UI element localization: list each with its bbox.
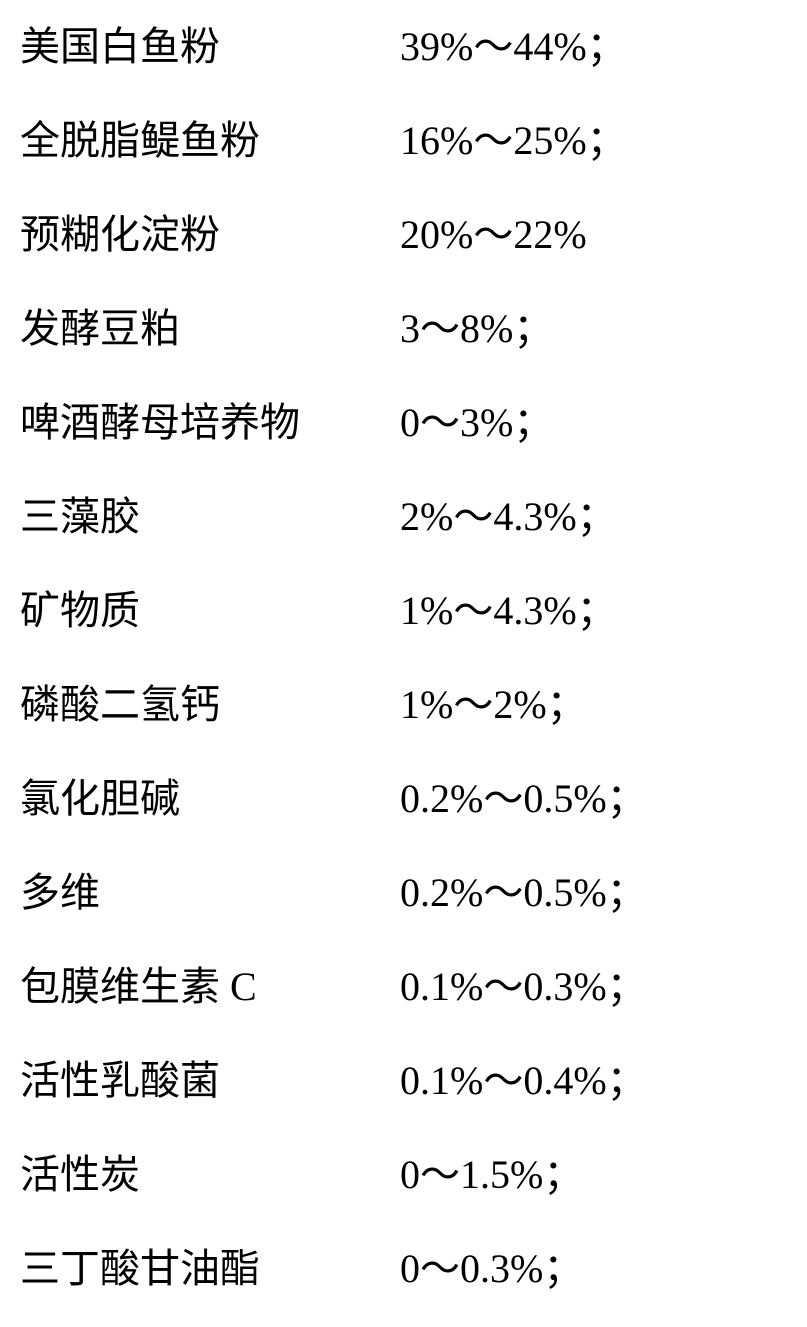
ingredient-value: 1%～4.3%； — [400, 591, 617, 631]
table-row: 预糊化淀粉 20%～22% — [20, 188, 790, 282]
ingredient-value: 39%～44%； — [400, 27, 627, 67]
ingredient-value: 0～3%； — [400, 403, 553, 443]
ingredient-label: 啤酒酵母培养物 — [20, 403, 300, 443]
table-row: 包膜维生素 C 0.1%～0.3%； — [20, 940, 790, 1034]
ingredient-value: 0.1%～0.3%； — [400, 967, 647, 1007]
ingredient-value: 2%～4.3%； — [400, 497, 617, 537]
table-row: 活性炭 0～1.5%； — [20, 1128, 790, 1222]
table-row: 多维 0.2%～0.5%； — [20, 846, 790, 940]
ingredient-label: 发酵豆粕 — [20, 309, 180, 349]
ingredient-label: 全脱脂鳀鱼粉 — [20, 121, 260, 161]
table-row: 发酵豆粕 3～8%； — [20, 282, 790, 376]
table-row: 三丁酸甘油酯 0～0.3%； — [20, 1222, 790, 1316]
ingredient-value: 16%～25%； — [400, 121, 627, 161]
table-row: 氯化胆碱 0.2%～0.5%； — [20, 752, 790, 846]
ingredient-value: 0.1%～0.4%； — [400, 1061, 647, 1101]
ingredient-value: 0.2%～0.5%； — [400, 779, 647, 819]
ingredient-label: 三丁酸甘油酯 — [20, 1249, 260, 1289]
ingredient-label: 多维 — [20, 873, 100, 913]
ingredient-value: 3～8%； — [400, 309, 553, 349]
table-row: 美国白鱼粉 39%～44%； — [20, 0, 790, 94]
ingredient-label: 矿物质 — [20, 591, 140, 631]
table-row: 磷酸二氢钙 1%～2%； — [20, 658, 790, 752]
ingredient-value: 0.2%～0.5%； — [400, 873, 647, 913]
table-row: 全脱脂鳀鱼粉 16%～25%； — [20, 94, 790, 188]
ingredient-value: 0～0.3%； — [400, 1249, 583, 1289]
ingredient-label: 三藻胶 — [20, 497, 140, 537]
ingredient-value: 1%～2%； — [400, 685, 587, 725]
ingredient-label: 美国白鱼粉 — [20, 27, 220, 67]
ingredient-list: 美国白鱼粉 39%～44%； 全脱脂鳀鱼粉 16%～25%； 预糊化淀粉 20%… — [0, 0, 807, 1327]
table-row: 三藻胶 2%～4.3%； — [20, 470, 790, 564]
ingredient-label: 包膜维生素 C — [20, 967, 257, 1007]
ingredient-label: 磷酸二氢钙 — [20, 685, 220, 725]
ingredient-value: 20%～22% — [400, 215, 587, 255]
table-row: 活性乳酸菌 0.1%～0.4%； — [20, 1034, 790, 1128]
ingredient-value: 0～1.5%； — [400, 1155, 583, 1195]
ingredient-label: 活性炭 — [20, 1155, 140, 1195]
table-row: 啤酒酵母培养物 0～3%； — [20, 376, 790, 470]
table-row: 矿物质 1%～4.3%； — [20, 564, 790, 658]
ingredient-label: 活性乳酸菌 — [20, 1061, 220, 1101]
ingredient-label: 预糊化淀粉 — [20, 215, 220, 255]
ingredient-label: 氯化胆碱 — [20, 779, 180, 819]
